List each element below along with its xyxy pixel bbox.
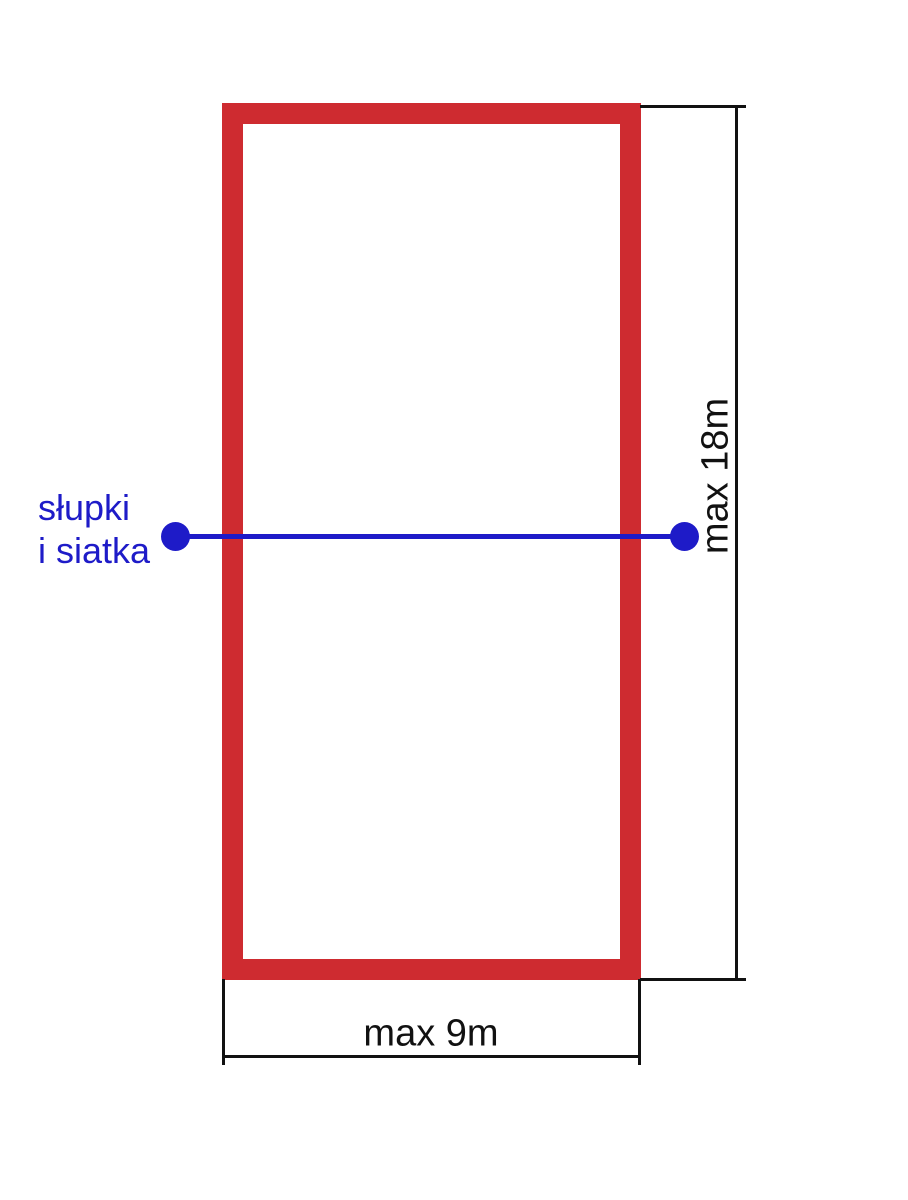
net-label: słupki i siatka xyxy=(38,486,150,572)
width-dimension-label: max 9m xyxy=(363,1012,499,1055)
height-dimension-tick-bottom xyxy=(640,978,746,981)
height-dimension-line xyxy=(735,105,738,981)
net-label-line2: i siatka xyxy=(38,530,151,571)
net-label-line1: słupki xyxy=(38,487,131,528)
court-outline xyxy=(222,103,641,980)
width-dimension-tick-right xyxy=(638,979,641,1065)
net-post-right-dot xyxy=(670,522,699,551)
width-dimension-tick-left xyxy=(222,979,225,1065)
height-dimension-tick-top xyxy=(640,105,746,108)
height-dimension-label: max 18m xyxy=(694,397,737,555)
net-line xyxy=(175,534,684,539)
width-dimension-line xyxy=(222,1055,641,1058)
net-post-left-dot xyxy=(161,522,190,551)
